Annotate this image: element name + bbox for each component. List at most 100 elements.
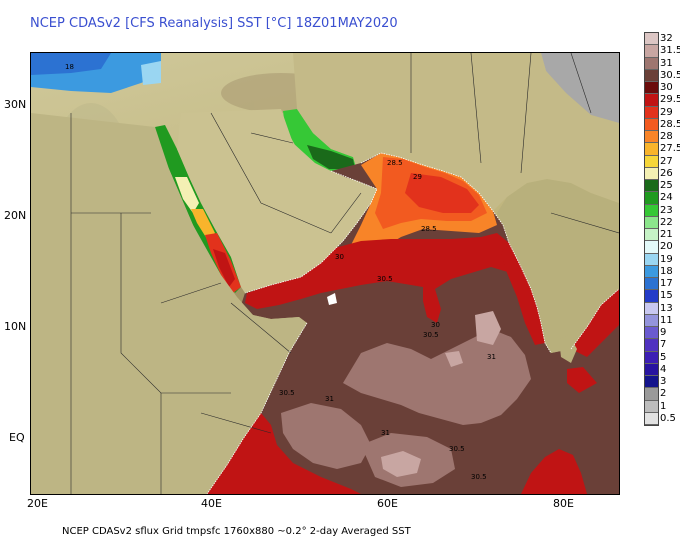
legend-label-28.5: 28.5 xyxy=(660,118,680,130)
legend-swatch-25 xyxy=(645,180,658,193)
legend-label-26: 26 xyxy=(660,167,673,179)
legend-label-21: 21 xyxy=(660,229,673,240)
legend-swatch-29 xyxy=(645,106,658,119)
y-axis-label-30n: 30N xyxy=(4,98,27,111)
legend-swatch-28 xyxy=(645,131,658,144)
legend-label-32: 32 xyxy=(660,33,673,44)
sst-map: 18 28.5 29 28.5 30 30.5 30 30.5 31 31 30.5 31 30.5 30… xyxy=(30,52,620,495)
contour-label: 29 xyxy=(413,173,422,181)
legend-label-2: 2 xyxy=(660,388,667,400)
x-axis-label-60e: 60E xyxy=(377,497,398,510)
africa-landmass xyxy=(31,113,307,494)
legend-swatch-20 xyxy=(645,241,658,254)
contour-label: 28.5 xyxy=(387,159,403,167)
legend-label-29.5: 29.5 xyxy=(660,94,680,106)
legend-swatch-9 xyxy=(645,327,658,340)
contour-label: 31 xyxy=(381,429,390,437)
legend-swatch-0.5 xyxy=(645,412,658,425)
legend-label-31.5: 31.5 xyxy=(660,45,680,57)
legend-label-4: 4 xyxy=(660,363,667,375)
india-landmass xyxy=(497,179,619,353)
legend-swatch-29.5 xyxy=(645,94,658,107)
sri-lanka xyxy=(559,335,577,363)
legend-swatch-2 xyxy=(645,388,658,401)
legend-swatch-30 xyxy=(645,82,658,95)
legend-swatch-3 xyxy=(645,376,658,389)
legend-label-13: 13 xyxy=(660,302,673,314)
legend-label-24: 24 xyxy=(660,192,673,204)
contour-label: 31 xyxy=(487,353,496,361)
contour-label: 30.5 xyxy=(377,275,393,283)
contour-label: 31 xyxy=(325,395,334,403)
contour-label: 30 xyxy=(335,253,344,261)
legend-swatch-31.5 xyxy=(645,45,658,58)
color-legend xyxy=(644,32,659,426)
arabia-landmass xyxy=(177,109,377,293)
legend-label-3: 3 xyxy=(660,376,667,387)
legend-label-20: 20 xyxy=(660,241,673,253)
coastlines xyxy=(206,152,619,494)
country-borders xyxy=(70,53,619,494)
legend-swatch-32 xyxy=(645,33,658,46)
legend-swatch-22 xyxy=(645,216,658,229)
map-footer: NCEP CDASv2 sflux Grid tmpsfc 1760x880 ~… xyxy=(62,526,411,537)
legend-swatch-23 xyxy=(645,204,658,217)
y-axis-label-10n: 10N xyxy=(4,320,27,333)
legend-swatch-21 xyxy=(645,229,658,242)
contour-label: 30 xyxy=(431,321,440,329)
legend-label-0.5: 0.5 xyxy=(660,412,676,424)
y-axis-label-20n: 20N xyxy=(4,209,27,222)
legend-swatch-4 xyxy=(645,363,658,376)
legend-label-15: 15 xyxy=(660,290,673,302)
legend-label-9: 9 xyxy=(660,327,667,338)
contour-label: 18 xyxy=(65,63,74,71)
legend-swatch-24 xyxy=(645,192,658,205)
legend-swatch-26 xyxy=(645,167,658,180)
legend-swatch-27.5 xyxy=(645,143,658,156)
legend-swatch-27 xyxy=(645,155,658,168)
contour-label: 30.5 xyxy=(279,389,295,397)
legend-swatch-13 xyxy=(645,302,658,315)
legend-swatch-28.5 xyxy=(645,118,658,131)
legend-label-27: 27 xyxy=(660,155,673,167)
contour-labels: 18 28.5 29 28.5 30 30.5 30 30.5 31 31 30.5 31 30.5 30… xyxy=(65,63,496,481)
legend-label-18: 18 xyxy=(660,265,673,277)
legend-label-22: 22 xyxy=(660,216,673,228)
y-axis-label-eq: EQ xyxy=(9,431,25,444)
legend-swatch-17 xyxy=(645,278,658,291)
contour-label: 30.5 xyxy=(471,473,487,481)
x-axis-label-80e: 80E xyxy=(553,497,574,510)
legend-label-5: 5 xyxy=(660,351,667,363)
legend-swatch-30.5 xyxy=(645,69,658,82)
legend-label-27.5: 27.5 xyxy=(660,143,680,155)
legend-swatch-7 xyxy=(645,339,658,352)
legend-label-11: 11 xyxy=(660,314,673,326)
legend-label-29: 29 xyxy=(660,106,673,118)
legend-swatch-31 xyxy=(645,57,658,70)
legend-label-30.5: 30.5 xyxy=(660,69,680,81)
legend-label-17: 17 xyxy=(660,278,673,289)
x-axis-label-20e: 20E xyxy=(27,497,48,510)
highland-grey xyxy=(541,53,619,123)
legend-label-23: 23 xyxy=(660,204,673,216)
legend-label-25: 25 xyxy=(660,180,673,191)
map-title: NCEP CDASv2 [CFS Reanalysis] SST [°C] 18… xyxy=(30,16,398,31)
contour-label: 28.5 xyxy=(421,225,437,233)
sst-map-canvas: 18 28.5 29 28.5 30 30.5 30 30.5 31 31 30.5 31 30.5 30… xyxy=(31,53,619,494)
legend-swatch-19 xyxy=(645,253,658,266)
legend-label-7: 7 xyxy=(660,339,667,351)
legend-label-1: 1 xyxy=(660,400,667,412)
legend-swatch-1 xyxy=(645,400,658,413)
x-axis-label-40e: 40E xyxy=(201,497,222,510)
iran-pakistan-landmass xyxy=(293,53,619,211)
legend-swatch-15 xyxy=(645,290,658,303)
sst-31-patches xyxy=(281,329,531,487)
legend-label-19: 19 xyxy=(660,253,673,265)
contour-label: 30.5 xyxy=(423,331,439,339)
contour-label: 30.5 xyxy=(449,445,465,453)
legend-label-30: 30 xyxy=(660,82,673,93)
legend-swatch-5 xyxy=(645,351,658,364)
legend-label-31: 31 xyxy=(660,57,673,69)
legend-label-28: 28 xyxy=(660,131,673,142)
sst-31-5-patches xyxy=(327,293,501,477)
